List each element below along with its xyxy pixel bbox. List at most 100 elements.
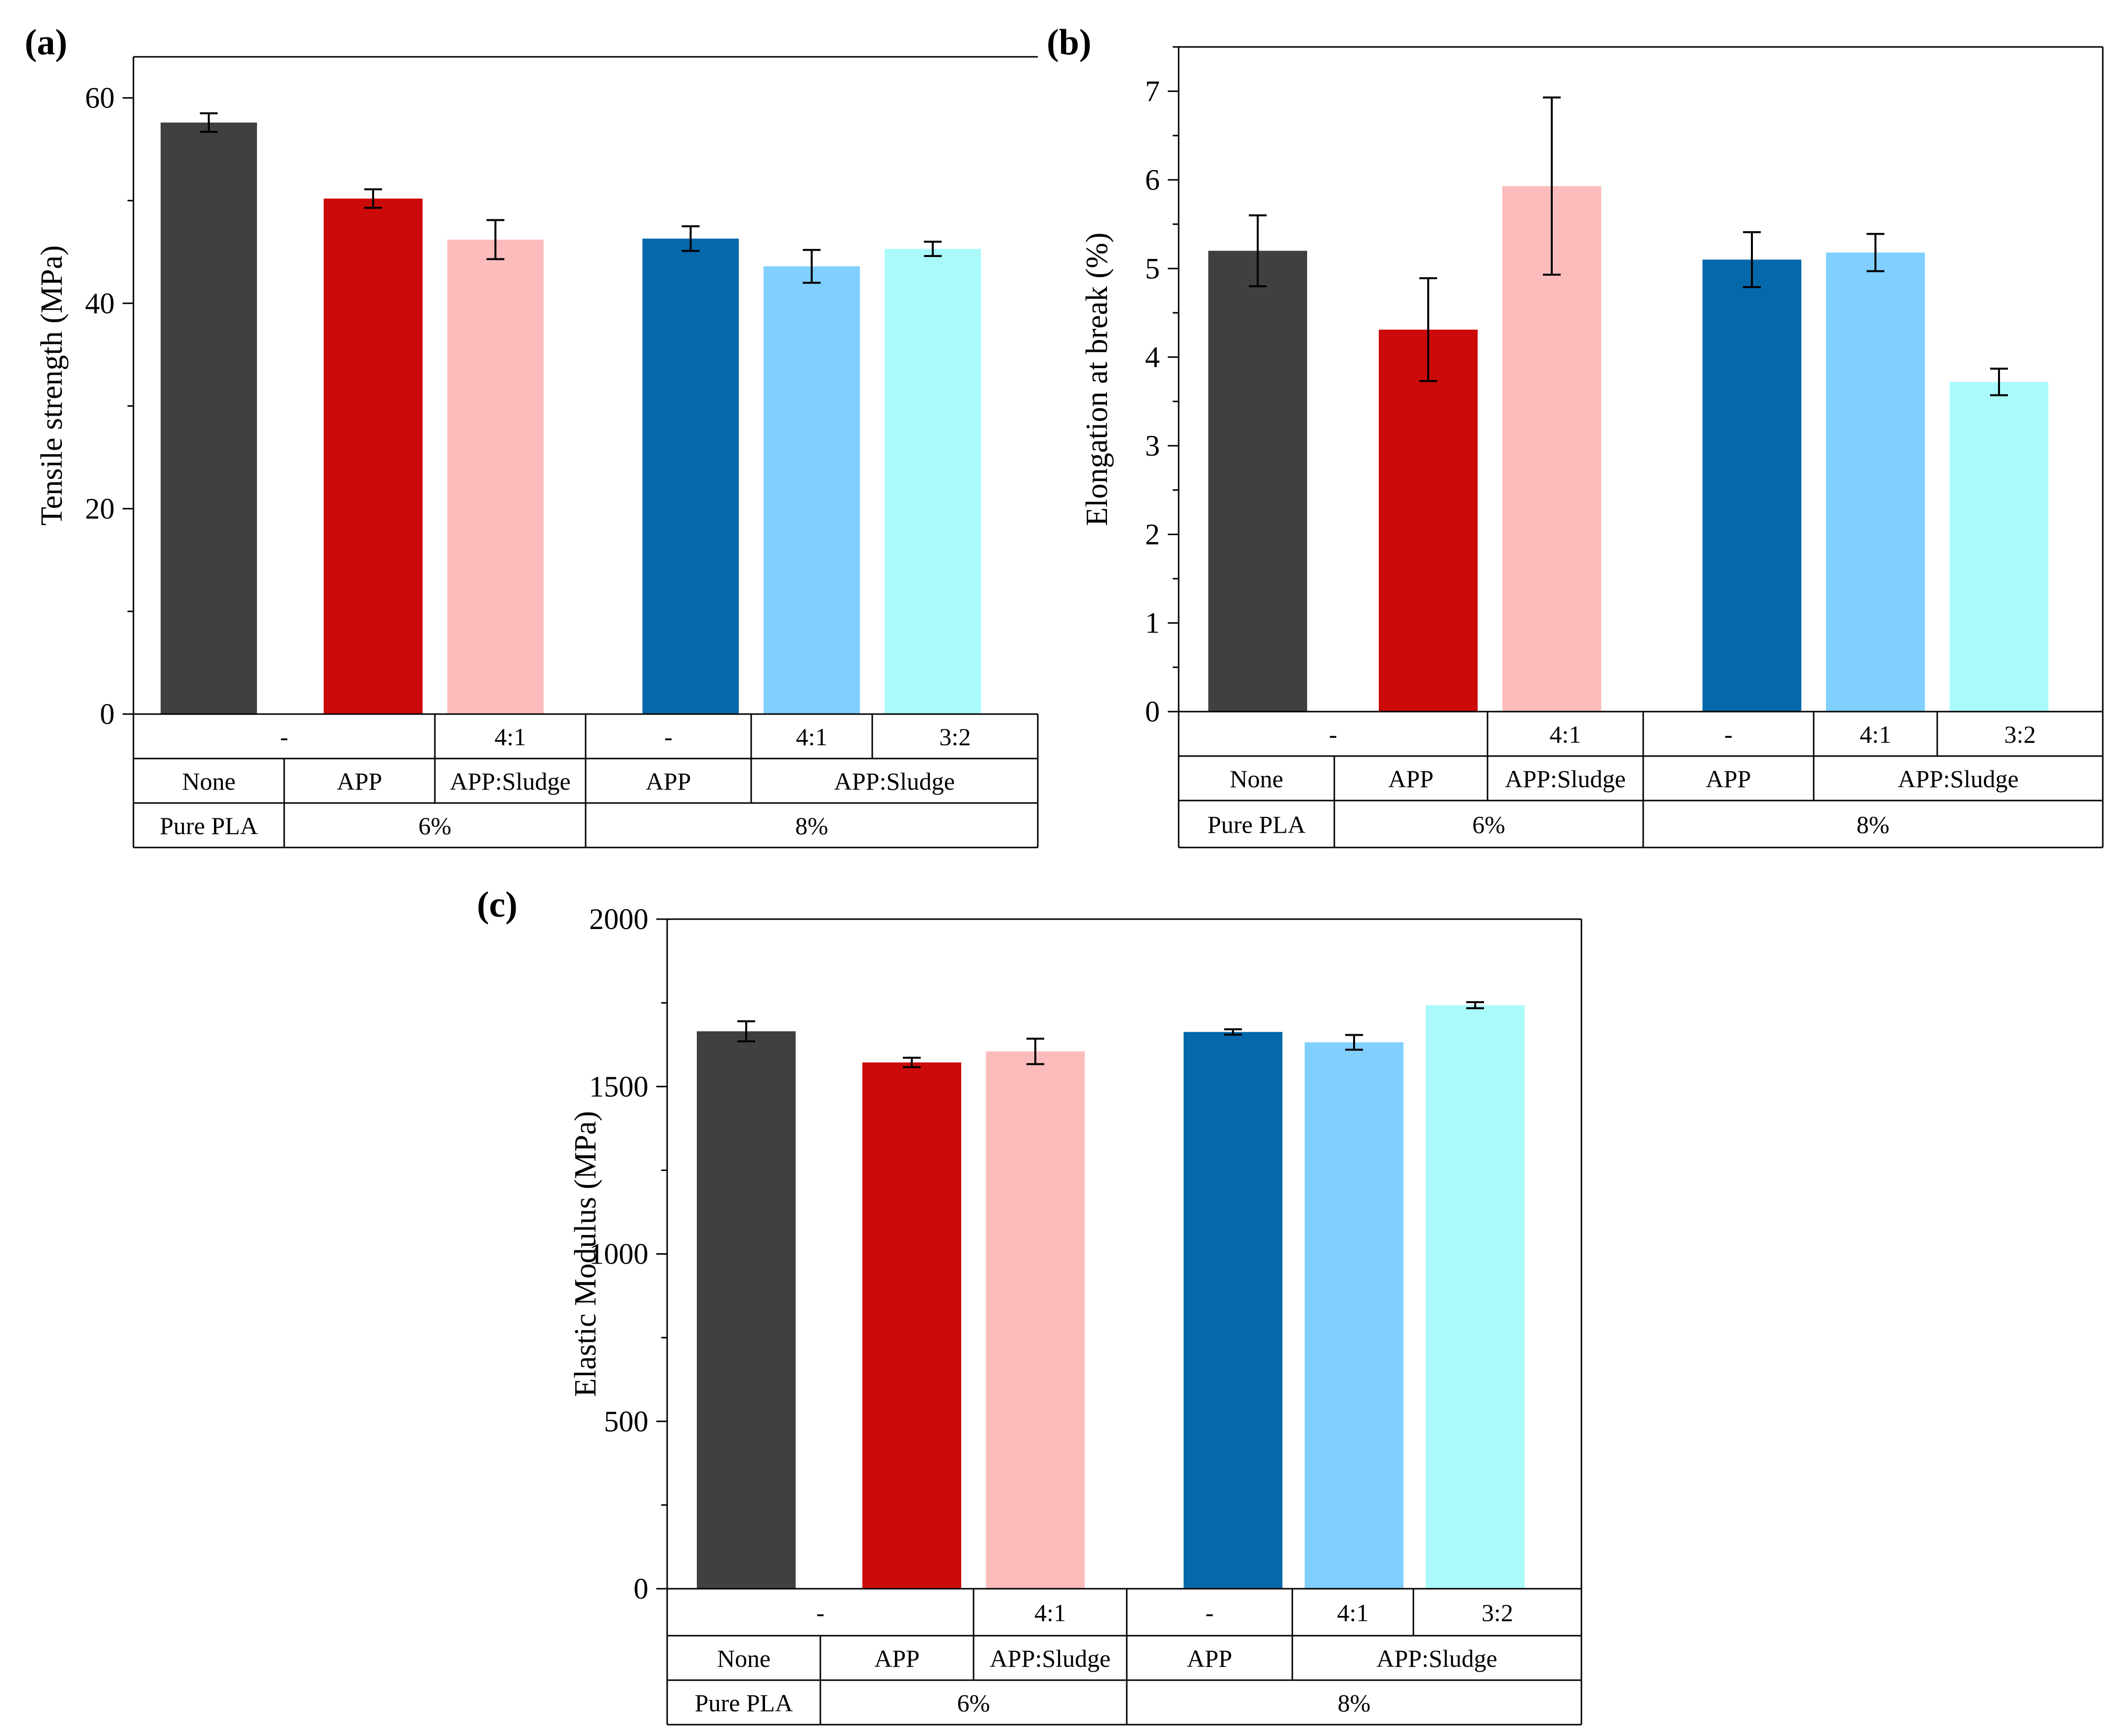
error-bar <box>1249 214 1267 288</box>
y-tick-label: 1 <box>1145 607 1160 639</box>
error-bar <box>903 1057 921 1068</box>
table-cell-ratio: 4:1 <box>796 723 828 751</box>
table-cell-ratio: 4:1 <box>1337 1599 1369 1627</box>
plot-frame <box>132 56 1038 714</box>
category-table: - 4:1 - 4:1 3:2 None APP APP:Sludge APP APP:Sludg… <box>666 1588 1582 1726</box>
bar <box>986 1051 1085 1589</box>
bar <box>1184 1032 1282 1589</box>
bar <box>862 1062 961 1589</box>
table-cell-additive: None <box>1230 765 1283 793</box>
bar <box>324 198 423 714</box>
y-axis-title: Elastic Modulus (MPa) <box>569 1111 602 1397</box>
bar <box>1426 1005 1525 1589</box>
bar <box>642 238 739 714</box>
bar <box>447 239 544 714</box>
table-cell-additive: None <box>717 1645 770 1672</box>
table-cell-additive: APP <box>337 767 383 795</box>
y-tick-label: 2 <box>1145 518 1160 550</box>
y-tick-label: 6 <box>1145 164 1160 196</box>
y-tick-label: 4 <box>1145 341 1160 374</box>
y-tick-label: 0 <box>100 698 115 730</box>
table-cell-loading: 8% <box>795 812 828 840</box>
table-cell-additive: APP:Sludge <box>1376 1645 1497 1672</box>
table-cell-additive: APP <box>874 1645 920 1672</box>
error-bar <box>924 241 942 257</box>
table-cell-ratio: - <box>1724 720 1733 748</box>
table-cell-loading: Pure PLA <box>1207 811 1306 839</box>
y-tick-label: 60 <box>85 82 115 114</box>
y-tick-label: 5 <box>1145 252 1160 285</box>
table-cell-ratio: - <box>664 723 673 751</box>
table-cell-ratio: 4:1 <box>1550 720 1581 748</box>
table-cell-additive: APP <box>646 767 691 795</box>
bar <box>1379 330 1478 712</box>
table-cell-ratio: - <box>816 1599 825 1627</box>
error-bar <box>803 249 821 284</box>
error-bar <box>364 188 382 209</box>
panel-label: (b) <box>1047 22 1091 63</box>
table-cell-additive: APP:Sludge <box>1505 765 1626 793</box>
table-cell-ratio: - <box>280 723 289 751</box>
bar <box>1826 253 1925 712</box>
table-cell-loading: 8% <box>1338 1689 1371 1717</box>
y-tick-label: 7 <box>1145 75 1160 108</box>
category-table: - 4:1 - 4:1 3:2 None APP APP:Sludge APP APP:Sludg… <box>132 713 1039 848</box>
table-cell-additive: APP:Sludge <box>450 767 571 795</box>
table-cell-additive: APP <box>1187 1645 1233 1672</box>
bar <box>1950 381 2048 712</box>
bar <box>161 123 257 714</box>
y-tick-label: 1500 <box>589 1070 648 1103</box>
bar <box>1208 251 1307 712</box>
table-cell-additive: APP:Sludge <box>834 767 955 795</box>
y-tick-label: 0 <box>1145 695 1160 728</box>
plot-frame <box>1178 46 2104 712</box>
table-cell-ratio: 4:1 <box>1860 720 1891 748</box>
table-cell-loading: 8% <box>1857 811 1890 839</box>
table-cell-ratio: 4:1 <box>1034 1599 1066 1627</box>
error-bar <box>1543 96 1561 276</box>
error-bar <box>486 219 505 260</box>
error-bar <box>1466 1001 1484 1010</box>
table-cell-additive: None <box>182 767 235 795</box>
error-bar <box>1743 231 1761 288</box>
error-bar <box>737 1020 755 1043</box>
error-bar <box>1026 1037 1044 1065</box>
table-cell-additive: APP:Sludge <box>1898 765 2019 793</box>
bar <box>1702 259 1801 712</box>
y-tick-label: 0 <box>634 1572 648 1605</box>
bar <box>764 266 860 714</box>
bar <box>885 249 981 714</box>
panel-b: (b) 0 1 2 3 4 5 6 7 Elongation at break (%) - 4:1 - 4… <box>1047 22 2104 848</box>
panel-label: (a) <box>25 22 67 63</box>
table-cell-loading: 6% <box>1472 811 1505 839</box>
error-bar <box>1224 1028 1242 1036</box>
table-cell-additive: APP <box>1388 765 1434 793</box>
error-bar <box>681 225 700 252</box>
category-table: - 4:1 - 4:1 3:2 None APP APP:Sludge APP APP:Sludg… <box>1178 711 2104 848</box>
table-cell-ratio: - <box>1329 720 1337 748</box>
panel-c: (c) 0 500 1000 1500 2000 Elastic Modulus (MPa)… <box>477 885 1582 1726</box>
y-axis-title: Tensile strength (MPa) <box>35 245 69 525</box>
y-tick-label: 500 <box>604 1405 648 1438</box>
y-axis-title: Elongation at break (%) <box>1080 233 1114 526</box>
panel-a: (a) 0 20 40 60 Tensile strength (MPa) - 4:1 - 4:1… <box>25 22 1039 848</box>
table-cell-additive: APP:Sludge <box>990 1645 1111 1672</box>
y-tick-label: 40 <box>85 287 115 320</box>
error-bar <box>200 112 218 133</box>
table-cell-ratio: 3:2 <box>939 723 971 751</box>
error-bar <box>1345 1034 1363 1051</box>
y-tick-label: 1000 <box>589 1238 648 1270</box>
error-bar <box>1990 367 2008 396</box>
bar <box>697 1031 796 1589</box>
bar <box>1305 1042 1404 1589</box>
table-cell-additive: APP <box>1706 765 1751 793</box>
table-cell-loading: 6% <box>957 1689 990 1717</box>
table-cell-ratio: 3:2 <box>1482 1599 1513 1627</box>
panel-label: (c) <box>477 885 517 925</box>
error-bar <box>1867 233 1884 272</box>
table-cell-ratio: - <box>1205 1599 1214 1627</box>
y-tick-label: 2000 <box>589 903 648 935</box>
table-cell-loading: Pure PLA <box>695 1689 793 1717</box>
y-tick-label: 20 <box>85 492 115 525</box>
